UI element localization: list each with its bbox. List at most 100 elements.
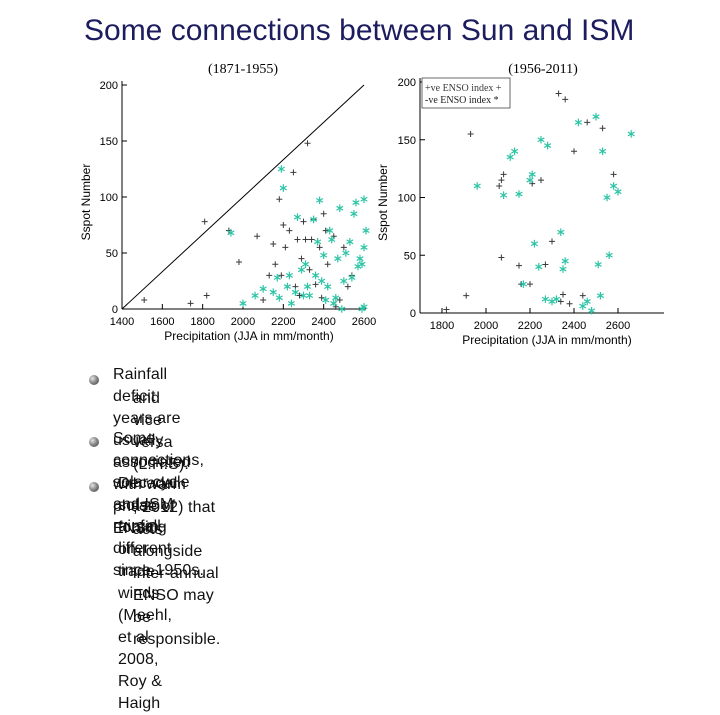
star-point [603,193,611,202]
x-tick-label: 2600 [606,320,630,332]
plus-point [306,266,313,273]
bullet-text-3a: Decadal solar forcing on trade winds (Me… [118,475,178,712]
plus-point [610,171,617,178]
plus-point [286,227,293,234]
star-point [334,254,342,263]
bullet-dot-icon [89,482,99,492]
plus-point [187,300,194,307]
y-tick-label: 100 [100,192,118,204]
x-tick-label: 1400 [110,316,134,328]
star-point [348,273,356,282]
plus-point [254,233,261,240]
star-point [519,280,528,288]
plus-point [308,236,315,243]
legend-entry: +ve ENSO index + [425,83,502,94]
star-point [362,226,370,235]
star-point [309,215,318,224]
star-point [330,299,338,308]
plus-point [203,292,210,299]
star-point [275,294,283,302]
plus-point [467,130,474,137]
plus-point [235,258,242,265]
plus-point [276,196,283,203]
plus-point [266,272,273,279]
plus-point [542,261,549,268]
star-point [277,165,285,173]
star-point [328,235,336,244]
plus-point [282,244,289,251]
star-point [287,299,296,308]
x-tick-label: 2400 [562,320,586,332]
plus-point [555,90,562,97]
x-axis-title: Precipitation (JJA in mm/month) [164,329,333,343]
y-tick-label: 200 [398,77,416,89]
x-tick-label: 2200 [271,316,295,328]
plus-point [312,281,319,288]
star-point [326,226,334,235]
star-point [530,239,539,248]
star-point [305,291,314,300]
y-tick-label: 100 [398,193,416,205]
x-tick-label: 2000 [474,320,498,332]
star-point [548,297,556,306]
plus-point [280,222,287,228]
star-point [579,302,587,310]
star-point [293,213,302,221]
star-point [583,297,591,306]
star-point [338,305,346,313]
star-point [303,282,312,291]
star-point [311,271,320,280]
plus-point [340,244,347,251]
star-point [291,288,300,296]
plus-point [498,254,505,261]
star-point [342,249,350,257]
y-tick-label: 50 [106,248,118,260]
bullet-text-1b: and vice versa (L.H.S). [133,390,189,473]
star-point [609,182,618,190]
star-point [299,291,308,300]
star-point [324,282,332,291]
plus-point [322,227,329,234]
star-point [515,190,523,198]
star-point [285,271,293,280]
page-title: Some connections between Sun and ISM [84,14,635,47]
y-tick-label: 200 [100,80,118,92]
star-point [526,176,534,184]
plus-point [260,297,267,304]
star-point [320,251,328,260]
plus-point [336,297,343,304]
legend-box [421,77,511,109]
plus-point [571,148,577,155]
star-point [528,170,536,179]
star-point [259,285,267,293]
left-scatter-chart: (1871-1955) 0 50 100 150 200 1400 1600 1800 2000 2… [79,62,376,343]
plus-point [557,298,564,305]
period-label: (1871-1955) [208,62,278,77]
y-axis-title: Sspot Number [376,164,390,241]
plus-point [527,281,533,288]
plus-point [298,255,305,262]
y-tick-label: 150 [398,135,416,147]
star-point [316,196,324,205]
y-tick-label: 0 [410,308,416,320]
star-point [574,118,583,127]
period-label: (1956-2011) [508,62,578,77]
plus-point [324,261,331,268]
y-tick-label: 50 [404,250,416,262]
plus-point [584,119,591,126]
plus-point [296,292,303,299]
star-point [605,251,613,260]
plus-point [300,218,307,225]
plus-point [294,236,301,243]
plus-point [272,261,279,268]
star-point [360,243,368,252]
x-axis-title: Precipitation (JJA in mm/month) [462,333,631,347]
star-point [356,254,364,263]
plus-point [270,241,277,248]
star-point [587,306,596,315]
star-point [318,277,326,285]
star-point [557,228,565,236]
star-point [598,147,607,156]
bullet-dot-icon [89,375,99,385]
star-point [297,266,306,274]
